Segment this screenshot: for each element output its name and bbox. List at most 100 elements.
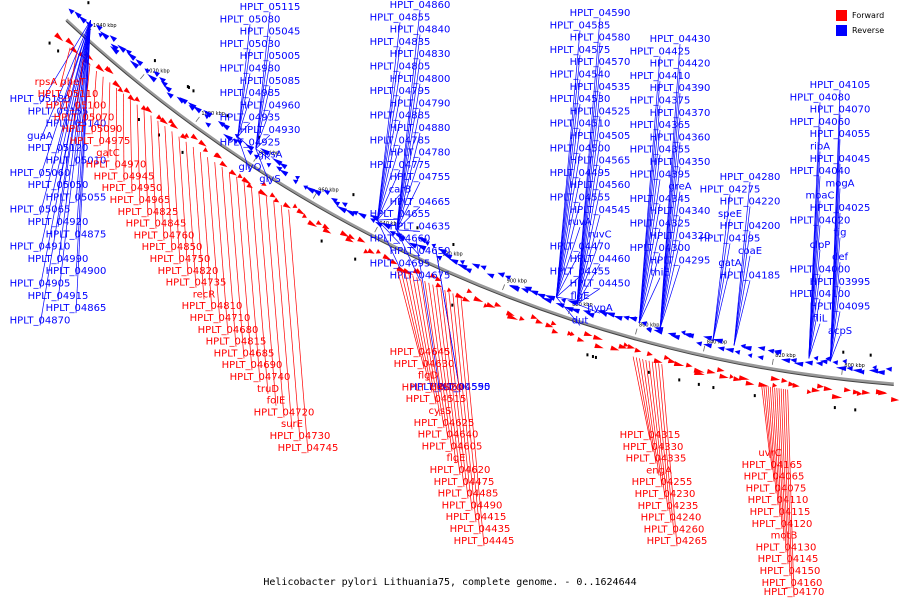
forward-gene-arrow	[169, 121, 179, 130]
reverse-gene-arrow	[793, 361, 804, 367]
reverse-gene-label-leader	[396, 229, 421, 232]
forward-gene-arrow	[134, 96, 141, 102]
forward-gene-label: HPLT_04520	[402, 382, 463, 393]
forward-gene-label: HPLT_04145	[758, 554, 819, 565]
reverse-gene-label: HPLT_04580	[570, 33, 631, 44]
forward-gene-label: folE	[267, 396, 286, 407]
forward-gene-label-leader	[178, 136, 189, 276]
forward-gene-label-leader	[448, 291, 473, 511]
forward-gene-label: HPLT_04745	[278, 443, 339, 454]
reverse-gene-label-leader	[396, 229, 421, 257]
reverse-gene-label: HPLT_04395	[630, 169, 691, 180]
reverse-gene-arrow	[541, 297, 553, 304]
reverse-gene-label: HPLT_04575	[550, 45, 611, 56]
reverse-gene-arrow	[757, 346, 766, 352]
tick-mark	[140, 74, 145, 80]
reverse-gene-arrow	[303, 185, 309, 190]
reverse-gene-label-leader	[255, 61, 271, 149]
forward-gene-arrow	[117, 86, 124, 93]
forward-gene-arrow	[435, 282, 443, 288]
forward-gene-arrow	[719, 373, 729, 379]
forward-gene-label-leader	[99, 76, 104, 147]
reverse-gene-label: HPLT_04865	[46, 303, 107, 314]
forward-gene-label: HPLT_04815	[206, 337, 267, 348]
reverse-gene-label: HPLT_04560	[570, 180, 631, 191]
reverse-gene-label-leader	[576, 42, 601, 305]
forward-gene-arrow	[282, 202, 291, 209]
reverse-gene-label: HPLT_05115	[240, 2, 301, 13]
feature-mark	[186, 85, 189, 89]
reverse-gene-label: def	[832, 252, 849, 263]
forward-gene-label: HPLT_04945	[94, 171, 155, 182]
forward-gene-label: HPLT_04605	[422, 441, 483, 452]
reverse-gene-label: HPLT_05005	[240, 51, 301, 62]
reverse-gene-arrow	[370, 218, 377, 224]
forward-gene-label-leader	[157, 120, 165, 241]
reverse-gene-label-leader	[638, 56, 661, 323]
reverse-gene-label-leader	[556, 79, 581, 298]
reverse-gene-label: ribA	[810, 142, 830, 153]
forward-gene-label: HPLT_04625	[414, 418, 475, 429]
forward-gene-label-leader	[400, 269, 425, 369]
reverse-gene-arrow	[628, 316, 638, 322]
forward-gene-label: HPLT_04415	[446, 512, 507, 523]
reverse-gene-label: HPLT_04990	[28, 254, 89, 265]
feature-mark	[712, 386, 715, 390]
forward-gene-label: HPLT_04750	[150, 254, 211, 265]
forward-gene-label-leader	[143, 110, 149, 217]
reverse-gene-label: HPLT_04755	[390, 172, 451, 183]
forward-gene-label-leader	[658, 363, 675, 535]
reverse-gene-label-leader	[638, 179, 661, 324]
reverse-gene-arrow	[819, 359, 828, 365]
feature-mark	[854, 408, 857, 412]
reverse-gene-label: HPLT_04275	[700, 184, 761, 195]
forward-gene-label-leader	[632, 356, 651, 441]
reverse-gene-label: greA	[668, 182, 691, 193]
reverse-gene-arrow	[832, 360, 839, 366]
forward-gene-label-leader	[655, 362, 672, 523]
forward-gene-arrow	[685, 362, 693, 368]
forward-gene-arrow	[190, 133, 198, 141]
forward-gene-label: HPLT_04735	[166, 278, 227, 289]
forward-gene-arrow	[706, 368, 716, 374]
feature-mark	[187, 85, 190, 89]
forward-gene-label-leader	[91, 70, 97, 135]
reverse-gene-arrow	[110, 43, 119, 51]
reverse-gene-label-leader	[75, 20, 91, 314]
forward-gene-label-leader	[228, 171, 245, 359]
reverse-gene-arrow	[561, 298, 567, 304]
forward-gene-arrow	[466, 288, 473, 293]
reverse-gene-label-leader	[576, 303, 601, 314]
forward-gene-label-leader	[273, 200, 293, 430]
reverse-gene-label: glyS	[259, 174, 280, 185]
reverse-gene-arrow	[99, 31, 110, 40]
forward-gene-arrow	[738, 375, 750, 381]
forward-gene-label-leader	[436, 286, 461, 476]
forward-gene-label-leader	[780, 388, 789, 565]
reverse-gene-label: HPLT_04555	[550, 193, 611, 204]
reverse-gene-label: HPLT_04790	[390, 98, 451, 109]
forward-gene-arrow	[156, 114, 163, 121]
forward-gene-label: flgE	[447, 453, 466, 464]
reverse-gene-label: HPLT_05050	[28, 180, 89, 191]
feature-mark	[153, 59, 156, 63]
reverse-gene-label: HPLT_04590	[570, 8, 631, 19]
tick-mark	[635, 328, 638, 335]
forward-gene-label: rpsA pheT	[35, 77, 87, 88]
reverse-gene-arrow	[436, 255, 443, 261]
forward-gene-arrow	[202, 147, 209, 153]
reverse-gene-label-leader	[712, 243, 731, 342]
forward-gene-label: uvrC	[758, 448, 781, 459]
reverse-gene-label-leader	[808, 299, 821, 359]
reverse-gene-arrow	[109, 45, 120, 55]
reverse-gene-label: HPLT_05155	[28, 106, 89, 117]
forward-gene-label: HPLT_04110	[748, 495, 809, 506]
reverse-gene-arrow	[357, 212, 367, 219]
reverse-gene-label: hypA	[587, 303, 613, 314]
reverse-gene-label: HPLT_04775	[370, 160, 431, 171]
forward-gene-label: HPLT_04685	[214, 348, 275, 359]
reverse-gene-arrow	[623, 315, 630, 321]
reverse-gene-arrow	[144, 68, 151, 74]
forward-gene-arrow	[473, 296, 484, 303]
feature-mark	[591, 355, 594, 359]
